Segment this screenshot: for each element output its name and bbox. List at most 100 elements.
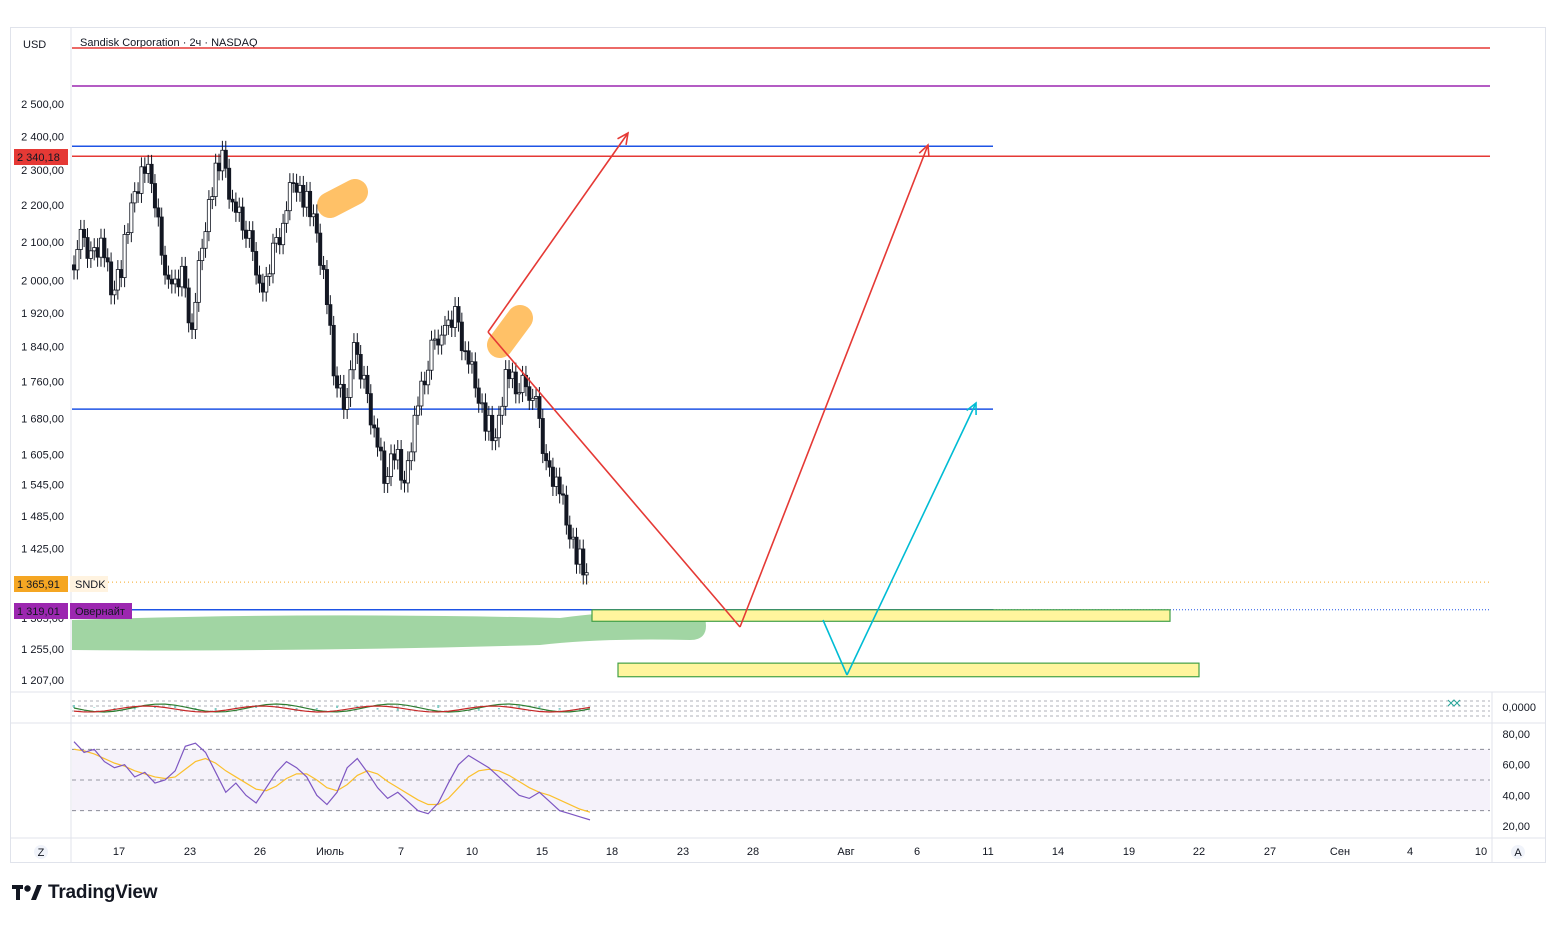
price-tick-label: 1 207,00 [21,675,64,687]
candle-up [338,383,343,389]
candle-down [119,269,124,279]
overnight-label: Овернайт [75,606,125,618]
last-close-badge-bg [14,149,68,165]
time-tick-label: 27 [1264,846,1276,858]
tradingview-brand-text: TradingView [48,882,158,903]
candle-up [345,396,350,410]
oscillator-axis-tick: 0,0000 [1502,702,1536,714]
projection-arrow-up-1-head [617,131,630,145]
oscillator-settings-icon [1447,699,1461,707]
candle-down [507,369,512,380]
candle-up [446,319,451,326]
scale-z-button: Z [38,847,45,859]
candle-down [166,274,171,280]
candle-down [331,324,336,377]
candle-down [402,479,407,484]
time-tick-label: 26 [254,846,266,858]
overnight-price-badge: 1 319,01 [17,606,60,618]
candle-up [220,149,225,172]
candle-down [190,322,195,330]
candle-up [210,196,215,200]
candle-down [466,350,471,365]
candle-up [432,338,437,341]
chart-frame [10,27,1546,863]
auto-scale-button-bg[interactable] [1511,845,1525,859]
projection-arrow-up-2-head [918,143,930,158]
candle-down [301,184,306,208]
time-tick-label: 18 [606,846,618,858]
candle-up [287,182,292,212]
candle-up [500,405,505,416]
candle-up [554,476,559,487]
candle-down [136,191,141,194]
candle-down [473,361,478,389]
candle-down [540,418,545,454]
candle-down [183,265,188,289]
time-tick-label: 7 [398,846,404,858]
candle-up [584,572,589,576]
candle-down [372,424,377,429]
price-tick-label: 1 605,00 [21,450,64,462]
candle-up [530,397,535,401]
time-tick-label: 19 [1123,846,1135,858]
candle-down [240,206,245,231]
candle-down [375,427,380,448]
candle-up [517,392,522,395]
time-tick-label: 6 [914,846,920,858]
candle-down [476,387,481,404]
candle-down [277,237,282,246]
candle-down [456,306,461,323]
candle-down [149,163,154,184]
symbol-badge-bg [70,576,108,592]
instrument-title: Sandisk Corporation · 2ч · NASDAQ [80,37,258,49]
candle-up [200,247,205,262]
candle-down [368,393,373,426]
candle-down [463,350,468,353]
candle-down [254,251,259,276]
candle-down [159,216,164,256]
candle-up [264,275,269,293]
candle-up [348,369,353,398]
scale-z-button-bg[interactable] [34,845,48,859]
price-tick-label: 2 200,00 [21,200,64,212]
candle-down [365,374,370,395]
candle-up [405,460,410,484]
candle-up [486,414,491,432]
candle-up [419,380,424,407]
candle-down [581,548,586,576]
tradingview-logo[interactable]: TradingView [12,882,158,904]
candle-down [436,338,441,346]
candle-up [112,289,117,296]
candle-up [196,260,201,303]
candle-up [480,402,485,405]
time-tick-label: Сен [1330,846,1350,858]
auto-scale-button: A [1514,847,1522,859]
candle-down [243,229,248,239]
candle-down [513,371,518,395]
candle-up [439,334,444,346]
tradingview-logo-icon [12,885,42,900]
candle-up [132,191,137,204]
time-tick-label: 17 [113,846,125,858]
candle-down [142,166,147,174]
candle-up [270,242,275,275]
candle-down [378,446,383,452]
price-tick-label: 2 500,00 [21,99,64,111]
candle-down [294,182,299,193]
candle-down [72,264,77,271]
candle-down [422,380,427,386]
candle-up [125,232,130,235]
candle-up [429,339,434,371]
candle-down [217,162,222,172]
candle-up [426,369,431,386]
time-tick-label: Июль [316,846,344,858]
candle-down [105,257,110,263]
candle-down [156,207,161,218]
candle-down [223,149,228,169]
candle-up [297,184,302,193]
candle-down [227,167,232,200]
candle-down [291,182,296,185]
candle-down [169,278,174,285]
cyan-arrow-up-head [966,401,977,416]
